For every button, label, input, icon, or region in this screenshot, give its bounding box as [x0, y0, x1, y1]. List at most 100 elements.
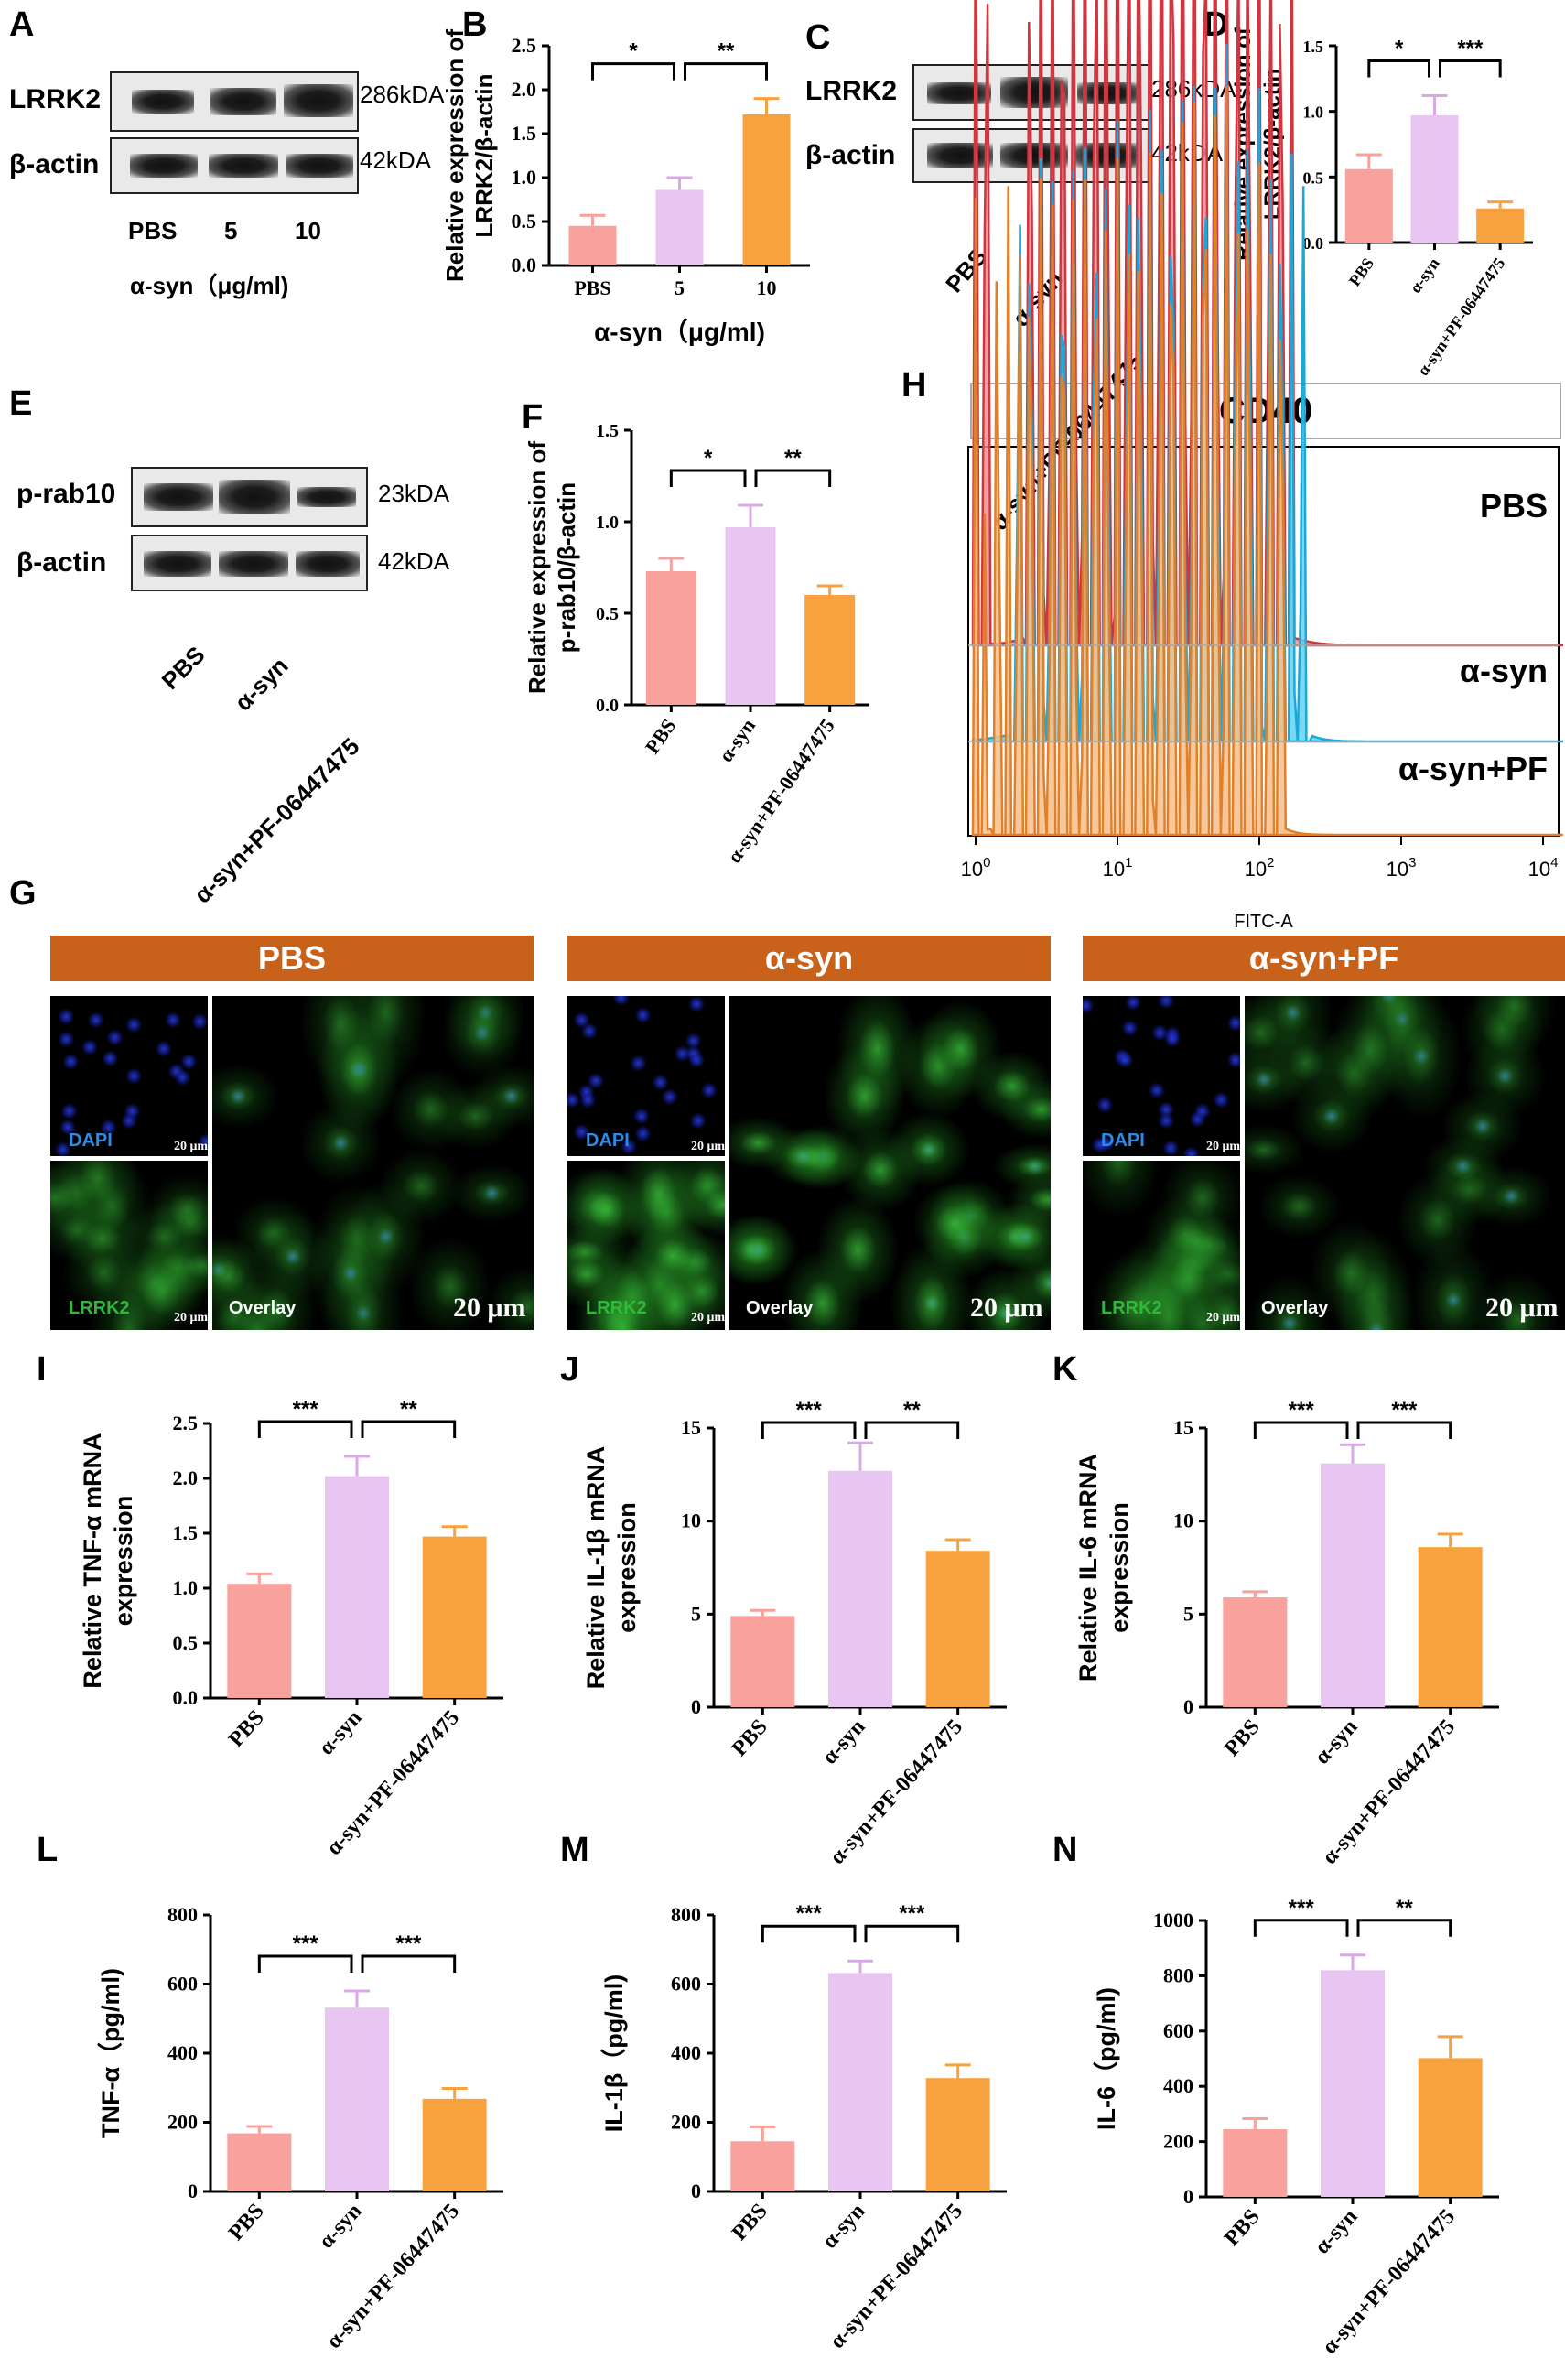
if-overlay-panel — [1245, 996, 1565, 1330]
blot-a-xlabel: α-syn（μg/ml) — [130, 272, 289, 299]
sig-stars: *** — [293, 1397, 319, 1422]
y-tick-label: 1.0 — [512, 166, 537, 189]
blot-e-prab10-strip — [131, 467, 368, 527]
blot-e-row-prab10: p-rab10 — [16, 479, 116, 509]
panel-label-h: H — [901, 366, 927, 405]
y-tick-label: 1.5 — [173, 1521, 199, 1544]
bar-1 — [725, 527, 776, 705]
bar-1 — [1321, 1970, 1385, 2197]
x-tick-label: PBS — [728, 2200, 772, 2245]
if-lrrk2-caption: LRRK2 — [586, 1298, 647, 1318]
bar-1 — [1321, 1463, 1385, 1707]
if-scale-small-2: 20 μm — [691, 1311, 726, 1325]
sig-stars: * — [704, 446, 713, 471]
if-lrrk2-caption: LRRK2 — [1101, 1298, 1162, 1318]
if-scale-big: 20 μm — [1485, 1293, 1559, 1323]
blot-a-lane-5: 5 — [224, 217, 238, 244]
if-overlay-panel — [729, 996, 1051, 1330]
y-tick-label: 1.5 — [596, 421, 619, 441]
sig-stars: *** — [1289, 1896, 1315, 1920]
flow-label-0: PBS — [1480, 487, 1548, 525]
if-scale-big: 20 μm — [970, 1293, 1043, 1323]
blot-a-kda-actin: 42kDA — [360, 146, 432, 174]
bar-0 — [1223, 2129, 1288, 2197]
y-tick-label: 400 — [167, 2041, 198, 2064]
bar-1 — [325, 2007, 389, 2191]
flow-label-1: α-syn — [1460, 652, 1548, 689]
if-header-pf: α-syn+PF — [1083, 936, 1565, 981]
if-dapi-panel — [50, 996, 208, 1156]
sig-stars: *** — [1391, 1398, 1418, 1423]
y-tick-label: 0.5 — [1303, 168, 1324, 187]
y-axis-label: Relative IL-6 mRNA — [1074, 1454, 1102, 1682]
y-tick-label: 2.5 — [173, 1412, 199, 1434]
bar-2 — [925, 1551, 990, 1707]
y-axis-label: IL-1β（pg/ml) — [600, 1974, 628, 2132]
sig-stars: ** — [400, 1397, 417, 1422]
panel-label-k: K — [1052, 1350, 1078, 1389]
sig-stars: ** — [718, 39, 735, 64]
y-tick-label: 200 — [671, 2111, 701, 2134]
y-tick-label: 0 — [1183, 1695, 1193, 1718]
bar-0 — [568, 225, 617, 265]
blot-e-actin-strip — [131, 535, 368, 591]
y-tick-label: 0 — [1183, 2185, 1193, 2208]
bar-2 — [422, 1536, 487, 1698]
x-tick-label: PBS — [728, 1715, 772, 1761]
x-tick-label: PBS — [224, 1706, 269, 1752]
blot-a-row-actin: β-actin — [9, 149, 100, 179]
panel-label-c: C — [805, 18, 831, 57]
blot-e-row-actin: β-actin — [16, 547, 107, 578]
if-scale-small: 20 μm — [691, 1140, 726, 1153]
if-dapi-panel — [1083, 996, 1240, 1156]
flow-xlabel: FITC-A — [1234, 912, 1293, 932]
x-tick-label: 10 — [757, 276, 777, 299]
y-tick-label: 400 — [1163, 2074, 1193, 2097]
bar-1 — [828, 1973, 892, 2191]
if-overlay-panel — [212, 996, 534, 1330]
sig-stars: *** — [899, 1901, 925, 1926]
bar-2 — [925, 2078, 990, 2191]
x-tick-label: α-syn — [1311, 2205, 1363, 2259]
bar-2 — [1418, 2058, 1483, 2197]
sig-bracket — [1439, 59, 1502, 78]
sig-stars: *** — [293, 1931, 319, 1956]
sig-stars: * — [1395, 36, 1404, 60]
bar-0 — [645, 571, 696, 705]
x-tick-label: 5 — [675, 276, 685, 299]
y-tick-label: 800 — [671, 1903, 701, 1926]
y-axis-label-line2: LRRK2/β-actin — [470, 73, 498, 237]
sig-bracket — [864, 1924, 960, 1943]
x-tick-label: α-syn — [818, 1715, 870, 1769]
y-axis-label: IL-6（pg/ml) — [1093, 1987, 1120, 2130]
y-tick-label: 600 — [671, 1973, 701, 1996]
flow-tick-label: 102 — [1245, 855, 1275, 881]
y-tick-label: 10 — [681, 1509, 701, 1532]
y-tick-label: 5 — [691, 1602, 701, 1625]
y-tick-label: 600 — [1163, 2019, 1193, 2042]
flow-tick-label: 101 — [1103, 855, 1133, 881]
bar-1 — [655, 189, 704, 265]
sig-bracket — [864, 1421, 960, 1439]
sig-stars: *** — [796, 1901, 823, 1926]
sig-stars: *** — [796, 1398, 823, 1423]
flow-tick-label: 100 — [961, 855, 991, 881]
y-tick-label: 1.0 — [173, 1576, 199, 1599]
blot-e-kda-prab10: 23kDA — [378, 480, 450, 507]
sig-bracket — [754, 469, 832, 487]
y-tick-label: 15 — [681, 1416, 701, 1439]
sig-stars: *** — [1457, 36, 1484, 60]
x-tick-label: PBS — [641, 715, 681, 758]
panel-label-n: N — [1052, 1831, 1078, 1869]
sig-bracket — [257, 1954, 353, 1974]
if-dapi-panel — [567, 996, 725, 1156]
sig-bracket — [361, 1420, 457, 1438]
y-axis-label-line2: expression — [613, 1502, 641, 1633]
panel-label-l: L — [37, 1831, 59, 1869]
flow-tick-label: 104 — [1528, 855, 1559, 881]
